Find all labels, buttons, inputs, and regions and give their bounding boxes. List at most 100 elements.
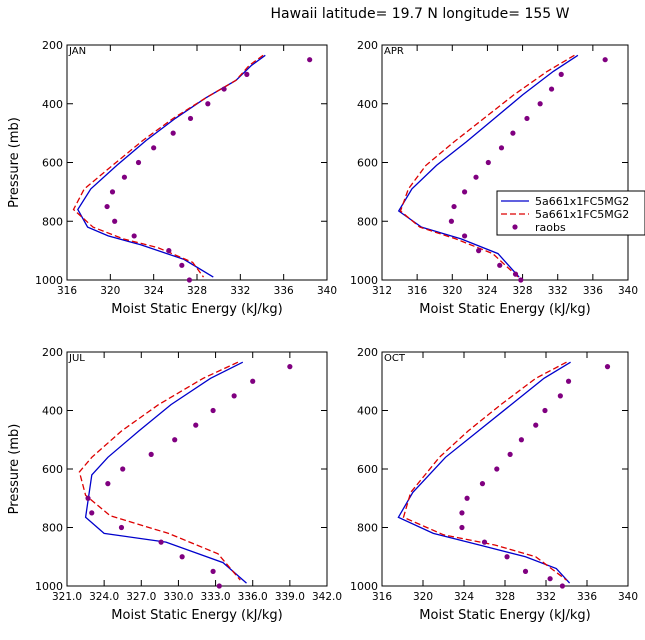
oct-x-tick-label: 328 bbox=[495, 591, 515, 603]
jul-x-tick-label: 342.0 bbox=[312, 591, 342, 603]
jul-raob-point bbox=[85, 495, 91, 501]
jan-raob-point bbox=[170, 130, 176, 136]
oct-raob-point bbox=[604, 364, 611, 370]
legend-entry-label: 5a661x1FC5MG2 bbox=[535, 208, 629, 221]
oct-y-tick-label: 200 bbox=[357, 346, 378, 359]
jul-raob-point bbox=[105, 481, 111, 487]
jul-panel-title: JUL bbox=[68, 353, 85, 364]
figure-title: Hawaii latitude= 19.7 N longitude= 155 W bbox=[271, 6, 570, 22]
oct-raob-point bbox=[459, 510, 465, 516]
apr-raob-point bbox=[485, 159, 491, 166]
jan-dashed-model-line bbox=[72, 54, 264, 278]
jan-raob-point bbox=[135, 159, 142, 166]
apr-raob-point bbox=[537, 101, 543, 107]
jan-x-tick-label: 336 bbox=[274, 285, 294, 297]
jan-y-tick-label: 1000 bbox=[35, 274, 63, 287]
oct-raob-point bbox=[565, 378, 572, 384]
jul-x-tick-label: 339.0 bbox=[275, 591, 305, 603]
apr-y-tick-label: 200 bbox=[357, 39, 378, 52]
oct-y-tick-label: 1000 bbox=[350, 580, 378, 593]
apr-raob-point bbox=[518, 277, 524, 283]
jan-raob-point bbox=[205, 101, 211, 107]
jan-x-tick-label: 320 bbox=[100, 285, 120, 297]
oct-dashed-model-line bbox=[402, 361, 567, 581]
jan-raob-point bbox=[186, 277, 193, 283]
jul-raob-point bbox=[210, 568, 216, 574]
apr-solid-model-line bbox=[397, 54, 579, 278]
jan-y-tick-label: 600 bbox=[42, 157, 63, 170]
jan-raob-point bbox=[151, 145, 157, 151]
jul-raob-point bbox=[193, 422, 199, 428]
apr-y-tick-label: 600 bbox=[357, 157, 378, 170]
legend-raobs-marker bbox=[512, 224, 518, 230]
jul-raob-point bbox=[287, 364, 293, 370]
jul-y-tick-label: 400 bbox=[42, 405, 63, 418]
jan-raob-point bbox=[112, 218, 118, 224]
apr-raob-point bbox=[512, 271, 519, 277]
jan-x-tick-label: 328 bbox=[187, 285, 207, 297]
jan-y-tick-label: 400 bbox=[42, 98, 63, 111]
jan-raob-point bbox=[179, 262, 185, 268]
apr-raob-point bbox=[476, 248, 482, 254]
oct-y-tick-label: 800 bbox=[357, 522, 378, 535]
apr-raob-point bbox=[524, 115, 530, 122]
oct-x-tick-label: 336 bbox=[577, 591, 597, 603]
jan-x-tick-label: 340 bbox=[317, 285, 337, 297]
jul-raob-point bbox=[118, 524, 125, 531]
jul-x-axis-label: Moist Static Energy (kJ/kg) bbox=[111, 608, 282, 623]
oct-raob-point bbox=[481, 539, 488, 545]
jul-x-tick-label: 330.0 bbox=[163, 591, 193, 603]
apr-raob-point bbox=[473, 174, 479, 180]
panel-apr: APR 312 316 320 324 328 332 336 340 200 400 600 800 1… bbox=[350, 39, 638, 317]
apr-raob-point bbox=[448, 218, 455, 224]
jan-solid-model-line bbox=[77, 54, 266, 278]
apr-x-axis-label: Moist Static Energy (kJ/kg) bbox=[419, 302, 590, 317]
jul-x-tick-label: 321.0 bbox=[52, 591, 82, 603]
legend-entry-label: raobs bbox=[535, 221, 566, 234]
oct-y-tick-label: 400 bbox=[357, 405, 378, 418]
jul-raob-point bbox=[210, 407, 216, 414]
jan-raob-point bbox=[109, 189, 116, 195]
oct-x-tick-label: 324 bbox=[454, 591, 474, 603]
jan-panel-title: JAN bbox=[68, 46, 86, 57]
apr-y-tick-label: 400 bbox=[357, 98, 378, 111]
oct-raob-point bbox=[557, 393, 563, 399]
jul-y-axis-label: Pressure (mb) bbox=[7, 424, 22, 515]
jan-raob-point bbox=[244, 71, 250, 77]
oct-solid-model-line bbox=[397, 361, 571, 584]
oct-raob-point bbox=[494, 466, 500, 472]
jul-raob-point bbox=[179, 554, 185, 560]
jul-raob-point bbox=[89, 510, 95, 516]
oct-raob-point bbox=[533, 422, 539, 428]
oct-x-tick-label: 320 bbox=[413, 591, 433, 603]
jan-raob-point bbox=[307, 57, 313, 63]
panel-oct: OCT 316 320 324 328 332 336 340 200 400 600 800 1000… bbox=[350, 346, 638, 623]
jan-y-tick-label: 800 bbox=[42, 215, 63, 228]
apr-x-tick-label: 340 bbox=[618, 285, 638, 297]
apr-panel-title: APR bbox=[384, 46, 404, 57]
oct-y-tick-label: 600 bbox=[357, 463, 378, 476]
apr-y-tick-label: 1000 bbox=[350, 274, 378, 287]
oct-x-tick-label: 340 bbox=[618, 591, 638, 603]
oct-raob-point bbox=[507, 451, 513, 457]
legend-box bbox=[496, 190, 645, 236]
jul-y-tick-label: 1000 bbox=[35, 580, 63, 593]
legend-entry-label: 5a661x1FC5MG2 bbox=[535, 195, 629, 208]
apr-raob-point bbox=[461, 233, 468, 239]
oct-raob-point bbox=[559, 583, 566, 589]
apr-raob-point bbox=[497, 262, 503, 268]
panel-jan: JAN 316 320 324 328 332 336 340 200 400 600 800 1000… bbox=[7, 39, 337, 317]
jan-x-tick-label: 324 bbox=[144, 285, 164, 297]
apr-x-tick-label: 324 bbox=[477, 285, 497, 297]
jul-raob-point bbox=[216, 583, 222, 589]
apr-x-tick-label: 336 bbox=[583, 285, 603, 297]
jan-y-axis-label: Pressure (mb) bbox=[7, 117, 22, 208]
jul-x-tick-label: 327.0 bbox=[126, 591, 156, 603]
jan-raob-point bbox=[104, 203, 110, 210]
apr-x-tick-label: 312 bbox=[372, 285, 392, 297]
jan-x-tick-label: 316 bbox=[57, 285, 77, 297]
oct-x-tick-label: 316 bbox=[372, 591, 392, 603]
jul-raob-point bbox=[158, 539, 164, 545]
